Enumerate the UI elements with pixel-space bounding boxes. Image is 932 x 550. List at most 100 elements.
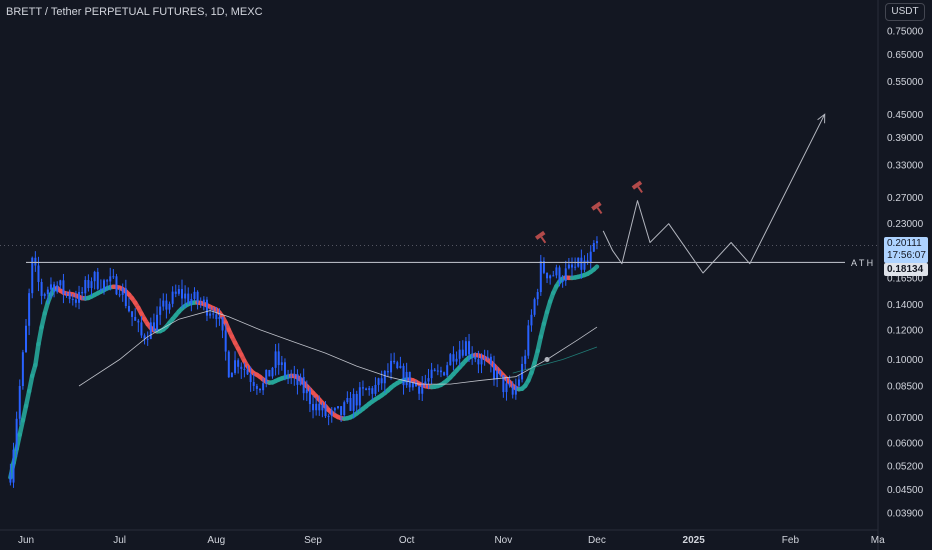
candle-body — [280, 362, 283, 366]
y-tick-label: 0.23000 — [887, 219, 924, 230]
candle-body — [458, 349, 461, 359]
ribbon-segment-up — [20, 403, 29, 423]
candle — [146, 331, 149, 346]
candle-body — [415, 382, 417, 387]
candle-body — [312, 404, 315, 411]
candle — [333, 406, 336, 414]
candle-body — [124, 288, 127, 307]
candle — [221, 316, 224, 339]
candle — [583, 255, 586, 273]
candle-body — [152, 322, 155, 331]
candle — [112, 269, 115, 280]
candle — [62, 273, 65, 304]
x-tick-label: Nov — [494, 535, 512, 546]
candle-body — [112, 276, 115, 278]
candle — [287, 369, 290, 384]
y-tick-label: 0.04500 — [887, 485, 924, 496]
hammer-handle — [540, 236, 547, 244]
candle — [121, 283, 124, 302]
candle — [234, 351, 237, 375]
candle-body — [471, 354, 474, 357]
candle-body — [221, 316, 224, 331]
candle — [524, 349, 527, 370]
candle-body — [162, 300, 165, 307]
candle — [277, 343, 280, 375]
candle-body — [259, 388, 261, 391]
candle — [549, 274, 552, 285]
y-tick-label: 0.16500 — [887, 273, 924, 284]
candle-body — [330, 410, 333, 416]
candle-body — [262, 383, 265, 391]
candle-body — [595, 241, 598, 244]
candle-body — [508, 383, 511, 386]
candle — [28, 288, 31, 336]
candle — [377, 377, 380, 392]
secondary-average-line — [512, 346, 598, 374]
candle-body — [62, 280, 65, 294]
moving-average-line — [78, 310, 598, 387]
current-price-tag: 0.20111 17:56:07 — [884, 237, 928, 263]
candle-body — [455, 358, 458, 362]
candle — [464, 337, 467, 357]
candle-body — [418, 386, 421, 394]
candle — [352, 388, 355, 419]
y-tick-label: 0.06000 — [887, 438, 924, 449]
candle — [380, 370, 383, 390]
candle — [574, 257, 577, 271]
y-tick-label: 0.65000 — [887, 50, 924, 61]
candle — [149, 317, 152, 340]
candle-body — [377, 378, 380, 385]
candle-body — [421, 383, 424, 394]
candle-body — [542, 261, 545, 273]
candle-body — [433, 369, 436, 371]
candle-body — [405, 371, 408, 386]
candle — [461, 340, 464, 358]
candle — [199, 297, 202, 308]
candle — [115, 273, 118, 296]
x-tick-label: Jul — [113, 535, 126, 546]
candle — [259, 388, 261, 393]
candle — [340, 405, 343, 422]
candle-body — [567, 264, 570, 269]
ribbon-segment-up — [591, 264, 600, 272]
candle-body — [586, 260, 589, 263]
candle — [483, 349, 486, 366]
candle-body — [296, 373, 299, 385]
currency-button[interactable]: USDT — [885, 3, 925, 21]
candle — [209, 306, 212, 319]
candle-body — [483, 357, 486, 359]
candle — [152, 313, 155, 333]
candle-body — [40, 281, 43, 296]
candle-body — [34, 257, 37, 266]
candle-body — [84, 280, 87, 294]
candle-body — [181, 289, 183, 299]
candle — [171, 286, 174, 308]
candle — [202, 296, 205, 311]
candle-body — [393, 360, 396, 363]
candle-body — [265, 369, 268, 384]
drawing-overlay: A T H — [0, 113, 878, 274]
candle — [337, 406, 339, 410]
candle — [499, 370, 502, 378]
candle — [327, 413, 330, 426]
y-tick-label: 0.33000 — [887, 160, 924, 171]
candle — [49, 277, 52, 299]
candle — [539, 254, 542, 296]
candle — [571, 257, 573, 277]
candle — [255, 383, 258, 395]
candle — [240, 362, 243, 379]
candle — [93, 270, 96, 290]
candle-body — [446, 365, 449, 376]
candle-body — [390, 360, 393, 373]
candle — [471, 346, 474, 365]
candle — [349, 391, 352, 412]
candle — [474, 352, 477, 363]
candle — [249, 366, 252, 392]
candle — [31, 256, 34, 299]
candle — [558, 265, 561, 287]
candle-body — [539, 261, 542, 293]
candle-body — [468, 341, 471, 355]
candle — [78, 285, 81, 310]
